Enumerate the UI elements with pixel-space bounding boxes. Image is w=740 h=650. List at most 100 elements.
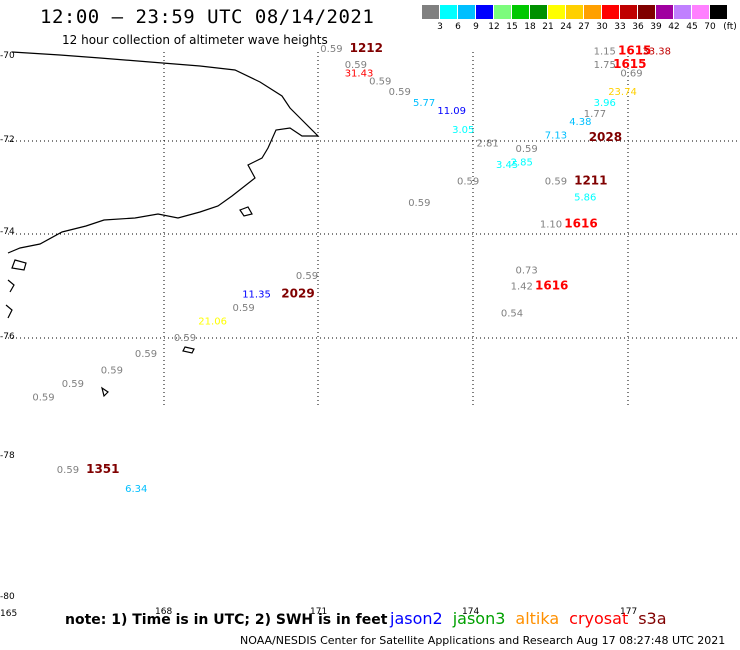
swh-value-label: 3.45: [496, 160, 518, 171]
swh-value-label: 4.38: [569, 117, 591, 128]
swh-labels: 0.59 12120.5931.430.590.595.7711.093.052.…: [32, 41, 671, 495]
legend-swatch: [584, 5, 602, 19]
legend-swatch: [692, 5, 710, 19]
antarctic-coastline-islet: [182, 346, 195, 354]
swh-value-label: 11.35: [242, 290, 271, 301]
credit-line: NOAA/NESDIS Center for Satellite Applica…: [240, 634, 726, 647]
legend-swatch: [566, 5, 584, 19]
swh-value-label: 2.85: [511, 157, 533, 168]
legend-swatch: [620, 5, 638, 19]
legend-tick-label: 24: [560, 22, 572, 32]
latitude-tick-label: -74: [0, 227, 15, 237]
swh-value-label: 0.59: [62, 379, 84, 390]
swh-value-label: 3.96: [594, 98, 616, 109]
antarctic-coastline-islet: [7, 279, 15, 293]
satellite-legend-entry: s3a: [638, 609, 667, 628]
swh-value-label: 0.69: [620, 68, 642, 79]
legend-swatch: [710, 5, 728, 19]
page-title: 12:00 — 23:59 UTC 08/14/2021: [40, 6, 375, 28]
swh-value-label: 11.09: [437, 106, 466, 117]
swh-value-label: 1.75: [594, 60, 616, 71]
legend-swatch: [476, 5, 494, 19]
legend-swatch: [440, 5, 458, 19]
legend-swatch: [422, 5, 440, 19]
legend-tick-label: 3: [437, 22, 443, 32]
swh-value-label: 0.59: [369, 76, 391, 87]
longitude-tick-label: 165: [0, 609, 17, 619]
swh-value-label: 3.05: [452, 125, 474, 136]
swh-value-label: 6.34: [125, 484, 147, 495]
time-label: 2029: [281, 287, 314, 301]
latitude-tick-label: -80: [0, 592, 15, 602]
swh-value-label: 1.42: [511, 282, 533, 293]
longitude-tick-label: 177: [620, 607, 637, 617]
swh-value-label: 23.74: [608, 87, 637, 98]
satellite-legend-entry: cryosat: [569, 609, 629, 628]
swh-value-label: 1.77: [584, 109, 606, 120]
longitude-tick-label: 174: [462, 607, 479, 617]
satellite-legend-entry: jason2: [390, 609, 443, 628]
legend-tick-label: 27: [578, 22, 590, 32]
legend-tick-label: 12: [488, 22, 500, 32]
longitude-tick-label: 171: [310, 607, 327, 617]
antarctic-coastline-islet: [11, 259, 27, 271]
legend-tick-label: 30: [596, 22, 608, 32]
chart-subtitle: 12 hour collection of altimeter wave hei…: [62, 33, 328, 47]
legend-tick-label: 45: [686, 22, 698, 32]
antarctic-coastline: [7, 51, 320, 254]
latitude-tick-label: -78: [0, 451, 15, 461]
swh-value-label: 5.86: [574, 193, 596, 204]
swh-value-label: 0.59: [233, 303, 255, 314]
legend-tick-label: 36: [632, 22, 644, 32]
legend-tick-label: 9: [473, 22, 479, 32]
latitude-tick-label: -70: [0, 51, 15, 61]
legend-swatch: [458, 5, 476, 19]
latitude-tick-label: -76: [0, 332, 15, 342]
swh-value-label: 31.43: [345, 68, 374, 79]
antarctic-coastline-islet: [239, 206, 253, 217]
swh-value-label: 7.13: [545, 130, 567, 141]
swh-value-label: 0.59: [389, 87, 411, 98]
satellite-legend-entry: altika: [515, 609, 560, 628]
swh-value-label: 0.59: [135, 349, 157, 360]
satellite-legend: jason2 jason3 altika cryosat s3a: [390, 609, 677, 628]
axis-ticks: -70 -72 -74 -76 -78 -80 165 168 171 174 177: [0, 51, 637, 619]
legend-tick-label: 70: [704, 22, 716, 32]
time-label: 1211: [574, 173, 607, 187]
swh-value-label: 0.59: [545, 176, 567, 187]
swh-value-label: 0.59: [516, 144, 538, 155]
swh-value-label: 5.77: [413, 98, 435, 109]
map-grid: [8, 52, 740, 405]
legend-swatch: [656, 5, 674, 19]
latitude-tick-label: -72: [0, 135, 15, 145]
legend-unit: (ft): [723, 22, 737, 32]
swh-value-label: 2.81: [477, 139, 499, 150]
coastline: [5, 51, 320, 398]
swh-value-label: 0.59: [57, 465, 79, 476]
swh-value-label: 0.59: [408, 198, 430, 209]
legend-tick-label: 42: [668, 22, 680, 32]
time-label: 1351: [86, 462, 119, 476]
legend-tick-label: 39: [650, 22, 662, 32]
legend-tick-label: 6: [455, 22, 461, 32]
legend-tick-label: 33: [614, 22, 626, 32]
swh-value-label: 33.38: [642, 47, 671, 58]
time-label: 2028: [589, 130, 622, 144]
antarctic-coastline-islet: [5, 304, 13, 319]
swh-value-label: 21.06: [198, 317, 227, 328]
swh-value-label: 0.59: [457, 176, 479, 187]
swh-value-label: 0.59: [320, 44, 342, 55]
swh-value-label: 0.59: [101, 365, 123, 376]
legend-swatch: [674, 5, 692, 19]
legend-swatch: [638, 5, 656, 19]
swh-value-label: 0.54: [501, 309, 523, 320]
satellite-legend-entry: jason3: [452, 609, 506, 628]
swh-value-label: 0.59: [174, 333, 196, 344]
swh-value-label: 1.10: [540, 220, 562, 231]
time-label: 1615: [618, 44, 651, 58]
time-label: 1616: [535, 279, 568, 293]
time-label: 1616: [564, 217, 597, 231]
time-label: 1615: [613, 57, 646, 71]
swh-value-label: 1.15: [594, 47, 616, 58]
